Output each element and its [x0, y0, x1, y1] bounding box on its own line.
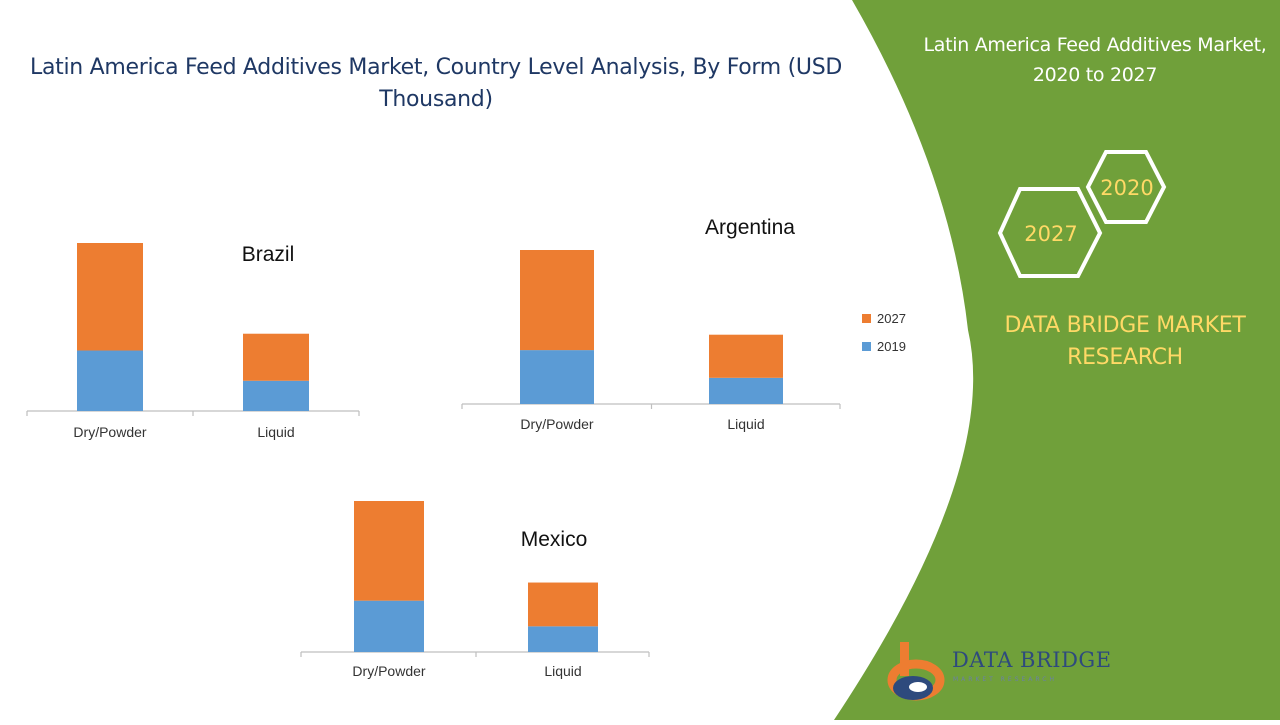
page-title: Latin America Feed Additives Market, Cou…	[30, 55, 842, 112]
bar-mexico-liquid-2027	[528, 582, 598, 627]
bar-brazil-liquid-2027	[243, 333, 309, 381]
legend-swatch-2027	[862, 313, 871, 323]
legend-item-2027: 2027	[862, 304, 906, 332]
bar-argentina-liquid-2019	[709, 377, 783, 404]
hexagon-label-2020: 2020	[1100, 176, 1153, 200]
logo-mark-icon	[887, 642, 945, 701]
bar-argentina-dry-powder-2027	[520, 250, 594, 351]
x-tick-label-mexico-0: Dry/Powder	[352, 663, 425, 679]
logo-name: DATA BRIDGE	[952, 648, 1112, 672]
x-tick-label-argentina-1: Liquid	[727, 416, 764, 432]
bar-brazil-liquid-2019	[243, 380, 309, 411]
x-tick-label-brazil-1: Liquid	[257, 424, 294, 440]
x-tick-label-mexico-1: Liquid	[544, 663, 581, 679]
chart-legend: 2027 2019	[862, 304, 906, 360]
data-bridge-logo: DATA BRIDGE MARKET RESEARCH	[882, 640, 1112, 710]
hexagon-label-2027: 2027	[1024, 222, 1077, 246]
legend-label-2019: 2019	[877, 338, 906, 354]
bar-mexico-liquid-2019	[528, 626, 598, 652]
bar-brazil-dry-powder-2027	[77, 243, 143, 351]
legend-item-2019: 2019	[862, 332, 906, 360]
logo-subtitle: MARKET RESEARCH	[953, 676, 1057, 683]
chart-title-brazil: Brazil	[242, 243, 295, 266]
bar-mexico-dry-powder-2019	[354, 600, 424, 652]
green-side-panel	[834, 0, 1280, 720]
x-tick-label-brazil-0: Dry/Powder	[73, 424, 146, 440]
bar-argentina-dry-powder-2019	[520, 350, 594, 404]
bar-brazil-dry-powder-2019	[77, 350, 143, 411]
brand-text: DATA BRIDGE MARKET RESEARCH	[1004, 313, 1246, 370]
legend-swatch-2019	[862, 341, 871, 351]
legend-label-2027: 2027	[877, 310, 906, 326]
chart-title-mexico: Mexico	[521, 528, 588, 551]
x-tick-label-argentina-0: Dry/Powder	[520, 416, 593, 432]
sidebar-title: Latin America Feed Additives Market, 202…	[923, 34, 1267, 86]
chart-title-argentina: Argentina	[705, 216, 795, 239]
bar-mexico-dry-powder-2027	[354, 501, 424, 601]
hexagon-2027	[997, 187, 1103, 278]
bar-argentina-liquid-2027	[709, 334, 783, 378]
hexagon-2020	[1085, 150, 1167, 224]
